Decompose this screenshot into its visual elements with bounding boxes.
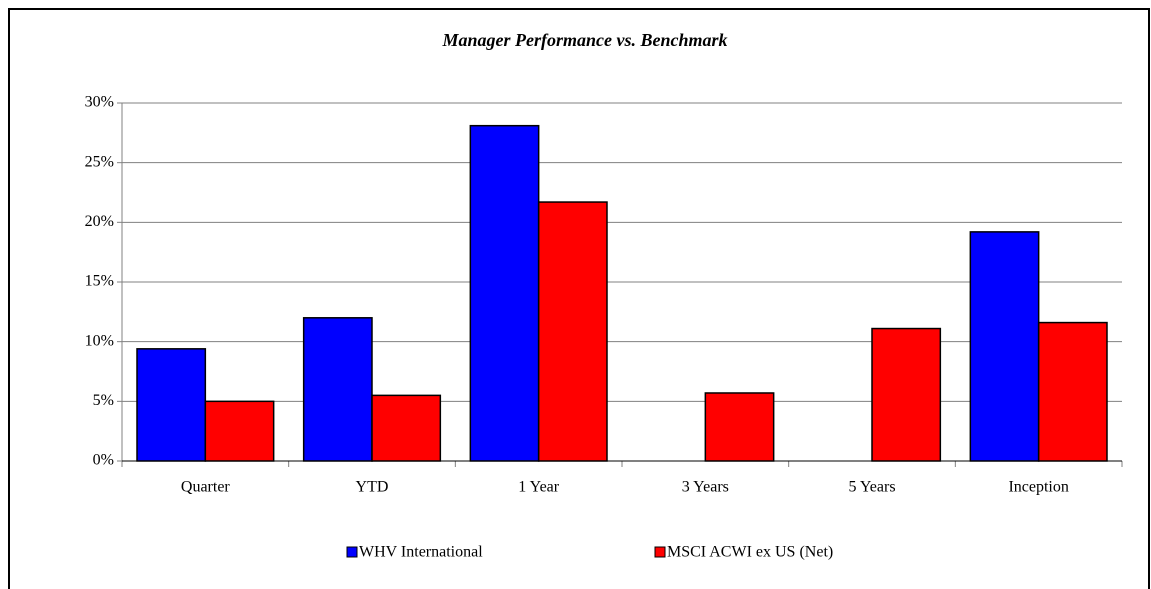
y-tick-label: 10% bbox=[85, 332, 114, 349]
y-tick-label: 30% bbox=[85, 94, 114, 111]
x-tick-label: Quarter bbox=[181, 479, 231, 496]
bar bbox=[1037, 321, 1108, 462]
bar bbox=[704, 392, 775, 462]
y-tick-label: 20% bbox=[85, 213, 114, 230]
legend-label: WHV International bbox=[359, 544, 483, 561]
y-tick-label: 5% bbox=[93, 392, 114, 409]
legend-swatch bbox=[346, 546, 358, 558]
x-tick-label: 5 Years bbox=[848, 479, 895, 496]
bar bbox=[969, 231, 1040, 462]
bar bbox=[469, 124, 540, 462]
bar bbox=[302, 317, 373, 462]
bar bbox=[204, 400, 275, 462]
x-tick-label: 3 Years bbox=[682, 479, 729, 496]
y-tick-label: 0% bbox=[93, 452, 114, 469]
x-tick-label: Inception bbox=[1008, 479, 1068, 496]
legend-swatch bbox=[654, 546, 666, 558]
bar bbox=[136, 348, 207, 462]
legend-label: MSCI ACWI ex US (Net) bbox=[667, 544, 833, 561]
y-tick-label: 25% bbox=[85, 153, 114, 170]
chart-border bbox=[8, 8, 1150, 589]
x-tick-label: 1 Year bbox=[518, 479, 560, 496]
bar bbox=[537, 201, 608, 462]
bar bbox=[371, 394, 442, 462]
x-tick-label: YTD bbox=[356, 479, 389, 496]
y-tick-label: 15% bbox=[85, 273, 114, 290]
chart-title: Manager Performance vs. Benchmark bbox=[442, 30, 728, 50]
bar bbox=[871, 327, 942, 462]
